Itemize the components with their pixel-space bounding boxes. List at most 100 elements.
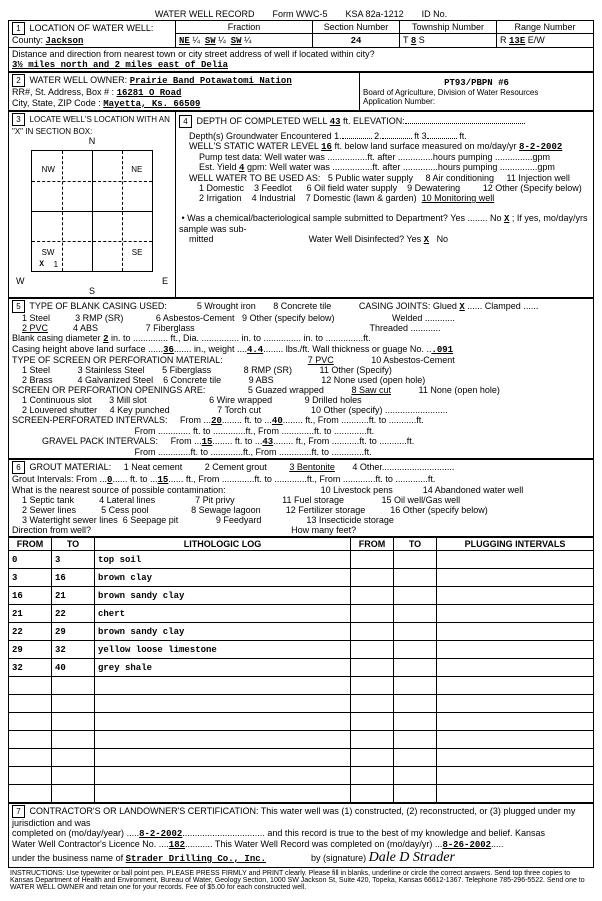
depth: 43 bbox=[330, 117, 341, 127]
mitted: mitted bbox=[189, 234, 214, 244]
h-lith: LITHOLOGIC LOG bbox=[95, 538, 351, 551]
c6: 6 Asbestos-Cement bbox=[156, 313, 235, 323]
u3: 3 Feedlot bbox=[254, 183, 292, 193]
gi: Grout Intervals: From bbox=[12, 474, 97, 484]
s1: 1 Steel bbox=[22, 365, 50, 375]
c8: 8 Concrete tile bbox=[273, 301, 331, 311]
grout-label: GROUT MATERIAL: bbox=[30, 462, 112, 472]
wall-label: lbs./ft. Wall thickness or guage No. bbox=[286, 344, 424, 354]
q3: ¼ bbox=[244, 35, 252, 45]
s11: 11 Other (Specify) bbox=[320, 365, 392, 375]
s10: 10 Asbestos-Cement bbox=[371, 355, 455, 365]
table-row bbox=[9, 713, 594, 731]
city-label: City, State, ZIP Code bbox=[12, 98, 96, 108]
cc7: 7 Pit privy bbox=[195, 495, 235, 505]
c2: 2 PVC bbox=[22, 323, 48, 333]
static-date: 8-2-2002 bbox=[519, 142, 562, 152]
disinfect: Water Well Disinfected? Yes bbox=[309, 234, 422, 244]
c5: 5 Wrought iron bbox=[197, 301, 256, 311]
depth-label: DEPTH OF COMPLETED WELL bbox=[197, 116, 328, 126]
u2: 2 Irrigation bbox=[199, 193, 242, 203]
u6: 6 Oil field water supply bbox=[307, 183, 398, 193]
dir-label: Distance and direction from nearest town… bbox=[12, 49, 375, 59]
cc14: 14 Abandoned water well bbox=[423, 485, 524, 495]
height-label: Casing height above land surface bbox=[12, 344, 146, 354]
u4: 4 Industrial bbox=[252, 193, 296, 203]
feet: How many feet? bbox=[291, 525, 356, 535]
twp-label: Township Number bbox=[400, 21, 497, 34]
h-to2: TO bbox=[394, 538, 437, 551]
table-row bbox=[9, 785, 594, 803]
spi2: ft. to .............ft., From ..........… bbox=[193, 426, 374, 436]
c3: 3 RMP (SR) bbox=[75, 313, 123, 323]
o7: 7 Torch cut bbox=[217, 405, 261, 415]
cc3: 3 Watertight sewer lines bbox=[22, 515, 118, 525]
s12: 12 None used (open hole) bbox=[321, 375, 425, 385]
table-row: 2932yellow loose limestone bbox=[9, 641, 594, 659]
licno: 182 bbox=[169, 840, 185, 850]
county-label: County: bbox=[12, 35, 43, 45]
section-box: NW NE SW SE X 1 bbox=[31, 150, 153, 272]
signature: Dale D Strader bbox=[369, 850, 455, 865]
chem-x: X bbox=[504, 214, 509, 224]
c1: 1 Steel bbox=[22, 313, 50, 323]
s4: 4 Galvanized Steel bbox=[78, 375, 154, 385]
completed: completed on (mo/day/year) bbox=[12, 828, 124, 838]
owner-name: Prairie Band Potawatomi Nation bbox=[130, 76, 292, 86]
o6: 6 Wire wrapped bbox=[209, 395, 272, 405]
fraction-label: Fraction bbox=[176, 21, 313, 34]
u11: 11 Injection well bbox=[507, 173, 570, 183]
twp: 8 bbox=[411, 36, 416, 46]
table-row bbox=[9, 677, 594, 695]
gift: ft. to bbox=[130, 474, 148, 484]
wt: 4.4 bbox=[247, 345, 263, 355]
sec-label: Section Number bbox=[313, 21, 400, 34]
static-rest: ft. below land surface measured on mo/da… bbox=[334, 141, 516, 151]
spi-t1: 40 bbox=[272, 416, 283, 426]
loc-label: LOCATION OF WATER WELL: bbox=[30, 23, 154, 33]
rng-r: R bbox=[500, 35, 507, 45]
welded: Welded ............ bbox=[392, 313, 455, 323]
h-to: TO bbox=[52, 538, 95, 551]
E: E bbox=[162, 276, 168, 286]
joints: CASING JOINTS: Glued bbox=[359, 301, 457, 311]
g2: 2 Cement grout bbox=[205, 462, 267, 472]
f3: SW bbox=[231, 36, 242, 46]
gw-enc: Depth(s) Groundwater Encountered bbox=[189, 131, 332, 141]
spi: SCREEN-PERFORATED INTERVALS: bbox=[12, 415, 168, 425]
table-row: 316brown clay bbox=[9, 569, 594, 587]
sec6: 6 GROUT MATERIAL: 1 Neat cement 2 Cement… bbox=[8, 459, 594, 537]
two: 2 bbox=[103, 334, 108, 344]
twp-s: S bbox=[419, 35, 425, 45]
se: SE bbox=[132, 248, 143, 257]
gpi: GRAVEL PACK INTERVALS: bbox=[42, 436, 158, 446]
s5: 5 Fiberglass bbox=[162, 365, 211, 375]
sig-label: by (signature) bbox=[311, 853, 366, 863]
comp2: This Water Well Record was completed on … bbox=[215, 839, 433, 849]
s2: 2 Brass bbox=[22, 375, 53, 385]
c9: 9 Other (specify below) bbox=[242, 313, 335, 323]
gi15: 15 bbox=[158, 475, 169, 485]
box-3: 3 bbox=[12, 113, 25, 126]
cc16: 16 Other (specify below) bbox=[390, 505, 488, 515]
S: S bbox=[12, 286, 172, 296]
rr-label: RR#, St. Address, Box # bbox=[12, 87, 109, 97]
s8: 8 RMP (SR) bbox=[244, 365, 292, 375]
h-plug: PLUGGING INTERVALS bbox=[437, 538, 594, 551]
est-rest: gpm: Well water was ................ft. … bbox=[247, 162, 555, 172]
est-val: 4 bbox=[239, 163, 244, 173]
W: W bbox=[16, 276, 25, 286]
ksa: KSA 82a-1212 bbox=[346, 9, 404, 19]
rr: 16281 O Road bbox=[117, 88, 182, 98]
g3: 3 Bentonite bbox=[289, 462, 335, 472]
diam: Blank casing diameter bbox=[12, 333, 101, 343]
static: 16 bbox=[321, 142, 332, 152]
cc10: 10 Livestock pens bbox=[321, 485, 393, 495]
o3: 3 Mill slot bbox=[109, 395, 147, 405]
height: 36 bbox=[163, 345, 174, 355]
u12: 12 Other (Specify below) bbox=[483, 183, 582, 193]
idno: ID No. bbox=[422, 9, 448, 19]
o11: 11 None (open hole) bbox=[419, 385, 500, 395]
open-label: SCREEN OR PERFORATION OPENINGS ARE: bbox=[12, 385, 205, 395]
pump: Pump test data: Well water was .........… bbox=[199, 152, 550, 162]
